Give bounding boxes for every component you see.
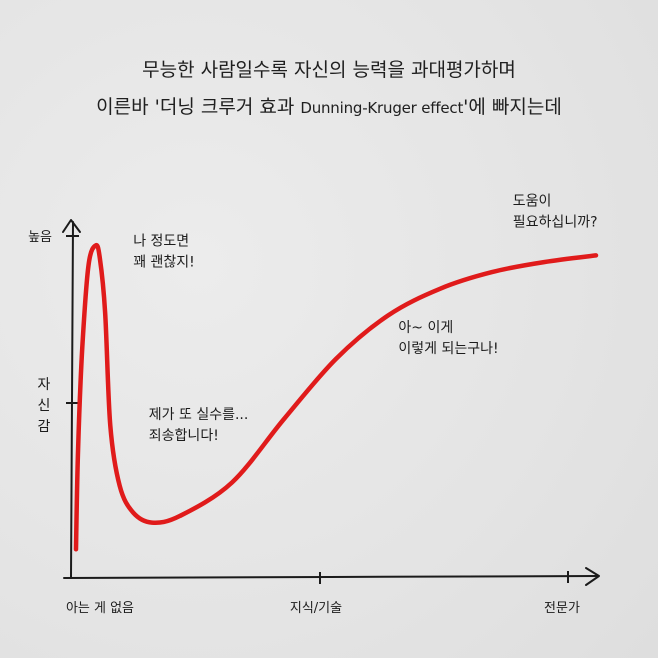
chart-series (73, 242, 599, 552)
x-tick-label: 아는 게 없음 (66, 601, 134, 616)
header-line-2-before: 이른바 '더닝 크루거 효과 (96, 96, 301, 118)
x-axis-arrow (585, 567, 600, 586)
y-axis-line (70, 221, 74, 579)
confidence-curve (73, 242, 599, 552)
y-axis-label-char: 자 (38, 377, 51, 393)
annotation-text: 제가 또 실수를... (149, 407, 249, 423)
annotation-text: 나 정도면 (133, 233, 189, 249)
y-axis-label-char: 감 (38, 419, 51, 435)
y-axis-label-char: 신 (38, 398, 51, 414)
annotation-text: 아~ 이게 (398, 320, 453, 336)
header-line-2-after: '에 빠지는데 (463, 96, 562, 118)
header: 무능한 사람일수록 자신의 능력을 과대평가하며 이른바 '더닝 크루거 효과 … (0, 52, 658, 127)
annotation-text: 도움이 (513, 193, 552, 209)
chart-axes (62, 219, 600, 586)
header-line-2: 이른바 '더닝 크루거 효과 Dunning-Kruger effect'에 빠… (0, 89, 658, 127)
x-axis-line (63, 575, 599, 579)
y-axis-arrow (62, 219, 81, 233)
x-tick-label: 지식/기술 (290, 601, 342, 616)
y-tick-label: 높음 (28, 230, 52, 245)
annotation-text: 꽤 괜찮지! (133, 254, 195, 270)
annotation-text: 필요하십니까? (513, 214, 598, 230)
annotation-text: 죄송합니다! (149, 428, 219, 444)
header-line-1: 무능한 사람일수록 자신의 능력을 과대평가하며 (142, 59, 516, 81)
header-line-2-en: Dunning-Kruger effect (300, 99, 464, 117)
x-tick-label: 전문가 (544, 601, 580, 616)
annotation-text: 이렇게 되는구나! (398, 341, 498, 357)
